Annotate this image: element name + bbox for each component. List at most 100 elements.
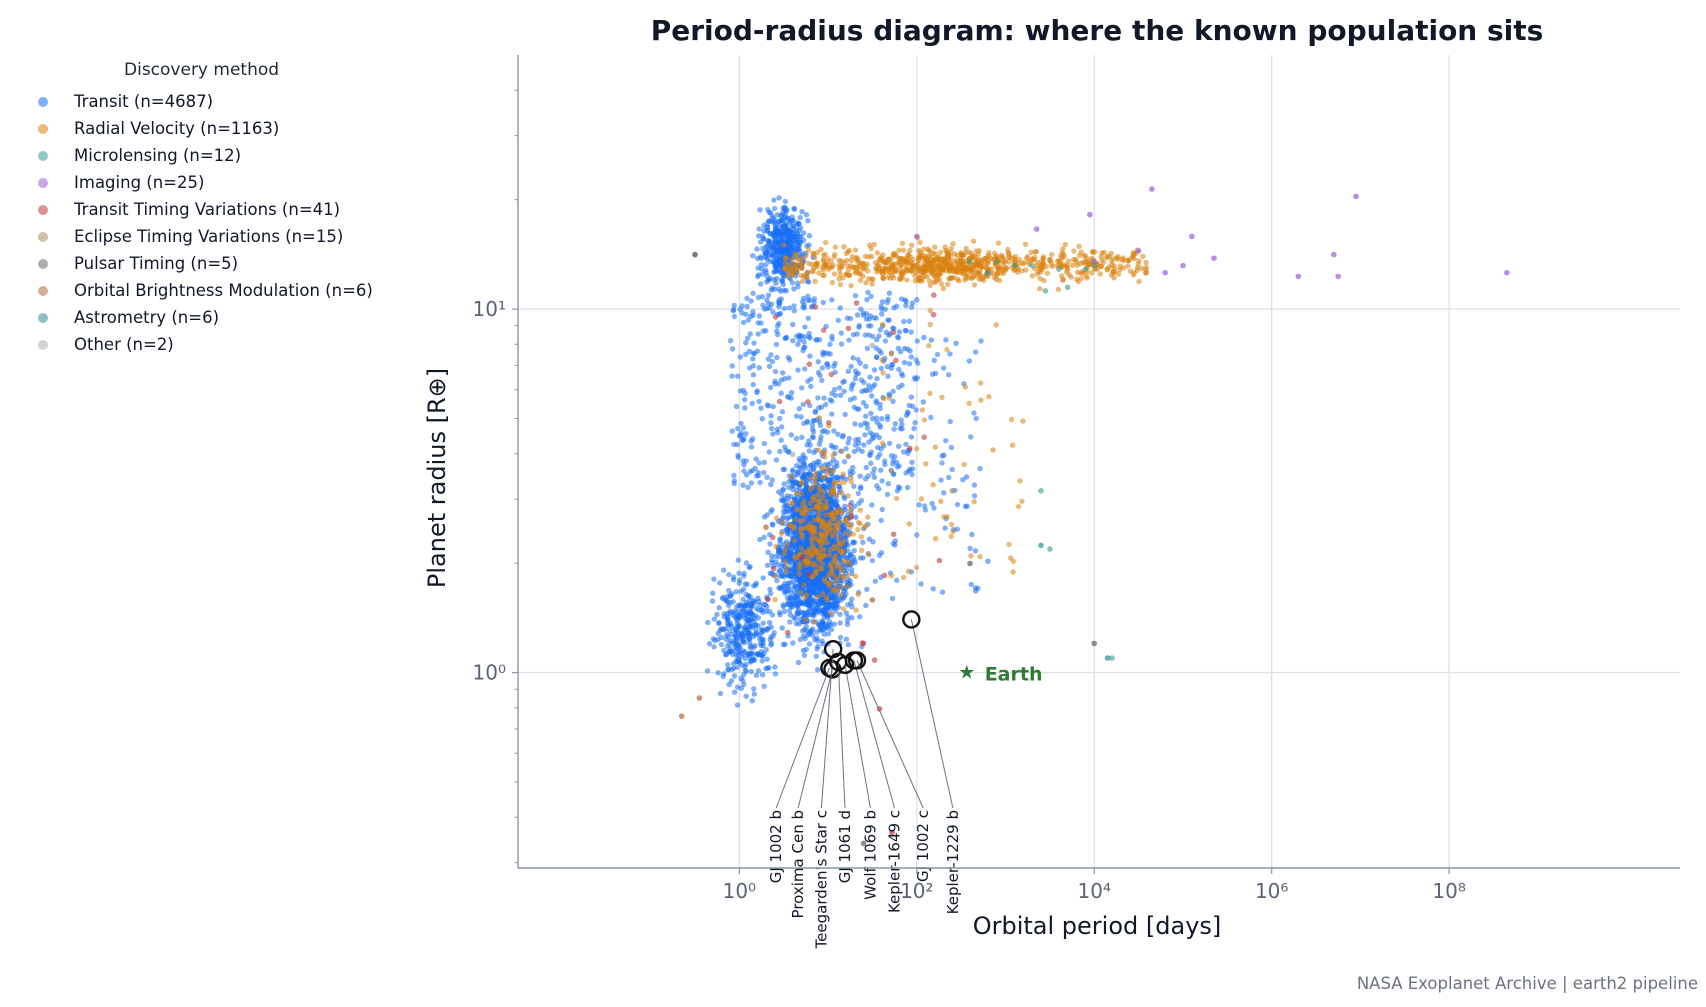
data-point — [731, 313, 738, 320]
data-point — [930, 586, 936, 592]
data-point — [841, 388, 847, 395]
data-point — [753, 630, 759, 637]
data-point — [927, 321, 933, 328]
data-point — [985, 558, 991, 564]
data-point — [799, 474, 806, 480]
data-point — [859, 388, 865, 394]
data-point — [886, 290, 893, 296]
data-point — [968, 553, 974, 559]
highlight-ring — [902, 610, 921, 629]
data-point — [817, 601, 823, 607]
data-point — [791, 286, 797, 292]
data-point — [799, 532, 806, 538]
data-point — [788, 432, 794, 438]
data-point — [800, 455, 806, 461]
data-point — [1041, 277, 1047, 284]
data-point — [1010, 569, 1016, 575]
data-point — [926, 342, 932, 349]
data-point — [921, 334, 927, 341]
data-point — [863, 387, 870, 394]
data-point — [941, 365, 947, 371]
data-point — [947, 351, 953, 357]
data-point — [748, 603, 755, 610]
data-point — [877, 327, 883, 333]
data-point — [1097, 271, 1104, 277]
data-point — [807, 507, 814, 513]
data-point — [823, 621, 829, 627]
highlighted-planets: GJ 1002 b Proxima Cen b Teegarden's Star c… — [767, 610, 962, 949]
data-point — [1335, 273, 1341, 280]
data-point — [928, 414, 934, 421]
data-point — [938, 498, 944, 504]
data-point — [1060, 246, 1066, 252]
data-point — [726, 681, 732, 688]
data-point — [790, 272, 796, 278]
data-point — [845, 453, 851, 459]
data-point — [867, 451, 873, 458]
data-point — [787, 573, 794, 579]
data-point — [748, 668, 754, 675]
data-point — [774, 275, 780, 282]
data-point — [861, 442, 867, 448]
data-point — [896, 443, 902, 449]
data-point — [896, 276, 903, 283]
data-point — [879, 506, 885, 513]
data-point — [765, 292, 772, 298]
data-point — [768, 352, 774, 358]
data-point — [779, 625, 785, 631]
data-point — [1078, 249, 1085, 255]
x-tick-label: 10² — [900, 879, 933, 903]
data-point — [885, 481, 891, 487]
data-point — [836, 534, 842, 541]
data-point — [757, 602, 763, 608]
data-point — [915, 261, 921, 267]
data-point — [852, 293, 859, 299]
data-point — [778, 491, 785, 498]
data-point — [857, 277, 864, 284]
data-point — [839, 490, 845, 496]
data-point — [781, 242, 787, 248]
data-point — [952, 265, 958, 271]
data-point — [818, 537, 824, 544]
data-point — [755, 273, 761, 280]
data-point — [824, 350, 831, 356]
data-point — [846, 247, 852, 254]
data-point — [879, 266, 886, 272]
data-point — [986, 394, 992, 400]
data-point — [1092, 249, 1098, 255]
data-point — [774, 562, 781, 568]
data-point — [798, 239, 804, 245]
data-point — [909, 403, 916, 409]
data-point — [749, 698, 755, 704]
data-point — [1022, 241, 1029, 247]
data-point — [851, 448, 858, 455]
data-point — [842, 530, 849, 536]
data-point — [720, 594, 727, 600]
data-point — [1353, 193, 1359, 200]
data-point — [1504, 269, 1510, 276]
data-point — [802, 324, 808, 330]
data-point — [841, 557, 847, 563]
data-point — [1008, 416, 1015, 423]
data-point — [792, 554, 798, 560]
data-point — [843, 446, 849, 452]
data-point — [869, 557, 876, 564]
data-point — [931, 357, 937, 364]
data-point — [908, 434, 915, 440]
data-point — [748, 298, 754, 304]
data-point — [747, 623, 753, 629]
highlight-label: GJ 1002 b — [767, 810, 785, 883]
data-point — [810, 250, 816, 256]
data-point — [813, 568, 819, 575]
data-point — [763, 665, 769, 672]
data-point — [932, 370, 939, 377]
data-point — [904, 484, 911, 491]
data-point — [769, 507, 775, 513]
data-point — [837, 392, 844, 398]
data-point — [846, 435, 852, 442]
data-point — [817, 422, 824, 428]
data-point — [794, 469, 801, 475]
data-point — [854, 312, 861, 318]
data-point — [711, 644, 717, 650]
data-point — [831, 363, 837, 369]
